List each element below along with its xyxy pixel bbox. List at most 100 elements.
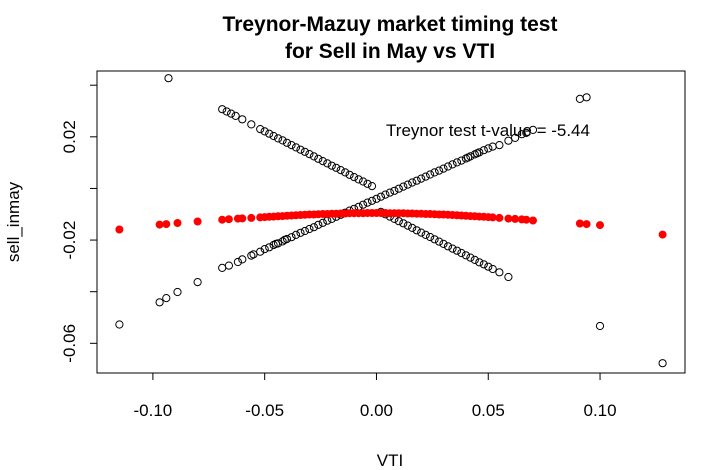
data-point [265, 129, 274, 138]
chart-title-line2: for Sell in May vs VTI [285, 40, 495, 63]
data-point [435, 237, 444, 246]
data-point [421, 230, 430, 239]
data-point [278, 237, 287, 246]
data-point [475, 258, 484, 267]
plot-frame [96, 70, 686, 374]
data-point [363, 179, 372, 188]
data-point [412, 226, 421, 235]
data-point [218, 263, 227, 272]
data-point [394, 217, 403, 226]
data-point [282, 234, 292, 244]
data-point [345, 170, 354, 179]
data-point [452, 246, 462, 255]
data-point [448, 244, 457, 253]
data-point [224, 261, 233, 270]
red-point [173, 218, 182, 227]
data-point [426, 232, 435, 242]
data-point [466, 253, 475, 262]
data-point [439, 239, 448, 248]
data-point [517, 130, 526, 139]
data-point [260, 245, 269, 254]
red-point [155, 220, 164, 229]
data-point [300, 226, 309, 236]
data-point [457, 156, 466, 165]
data-point [448, 160, 457, 169]
red-point [193, 217, 202, 226]
data-point [323, 159, 332, 168]
x-axis: -0.10 -0.05 0.00 0.05 0.10 [134, 373, 617, 420]
data-point [470, 255, 479, 264]
data-point [412, 176, 421, 185]
data-point [359, 200, 368, 209]
data-point [475, 148, 484, 157]
data-point [461, 251, 470, 260]
data-point [291, 230, 301, 239]
data-point [399, 219, 408, 228]
data-point [238, 115, 247, 124]
data-point [510, 133, 520, 142]
data-point [430, 168, 439, 177]
x-tick-label: -0.05 [245, 401, 284, 420]
data-point [457, 248, 466, 258]
data-point [417, 228, 426, 237]
red-point [504, 214, 513, 223]
data-point [528, 125, 538, 134]
data-point [367, 196, 377, 205]
data-point [193, 278, 202, 287]
y-axis-label: sell_inmay [4, 181, 23, 262]
data-point [381, 190, 390, 199]
data-point [173, 287, 182, 297]
data-point [408, 178, 417, 187]
data-point [336, 166, 345, 175]
data-point [155, 298, 164, 307]
data-point [394, 184, 403, 193]
data-point [504, 272, 513, 282]
data-point [314, 154, 323, 163]
data-point [575, 94, 585, 104]
red-point [575, 219, 584, 228]
data-point [341, 168, 350, 177]
red-point [658, 230, 667, 239]
red-point [247, 213, 256, 222]
x-tick-label: 0.00 [360, 401, 393, 420]
chart-title-line1: Treynor-Mazuy market timing test [223, 13, 558, 36]
red-point [162, 220, 171, 229]
data-point [318, 157, 327, 166]
data-point [238, 255, 247, 264]
x-axis-label: VTI [377, 451, 403, 470]
data-point [164, 74, 173, 83]
data-point [249, 250, 258, 259]
data-point [399, 182, 408, 191]
data-point [260, 127, 269, 136]
data-point [443, 162, 453, 171]
red-point [488, 213, 497, 222]
data-point [495, 268, 504, 277]
data-point [479, 260, 488, 269]
data-point [278, 136, 287, 145]
data-point [287, 141, 296, 150]
data-point [484, 262, 493, 271]
data-point [247, 251, 256, 260]
red-point [582, 220, 591, 229]
data-point [265, 243, 274, 252]
data-point [582, 93, 591, 102]
data-point [231, 111, 240, 121]
data-point [309, 152, 318, 161]
red-point [529, 216, 538, 225]
data-point [452, 158, 462, 167]
data-point [115, 320, 124, 329]
data-point [495, 141, 504, 150]
data-point [421, 172, 430, 181]
data-point [314, 220, 323, 229]
red-point [511, 214, 520, 223]
data-point [305, 224, 314, 234]
data-point [403, 221, 412, 230]
data-point [256, 247, 265, 256]
data-point [222, 107, 231, 116]
data-point [595, 321, 605, 331]
data-point [269, 131, 278, 141]
red-point [218, 215, 227, 224]
red-point [495, 213, 504, 222]
data-point [466, 152, 475, 161]
